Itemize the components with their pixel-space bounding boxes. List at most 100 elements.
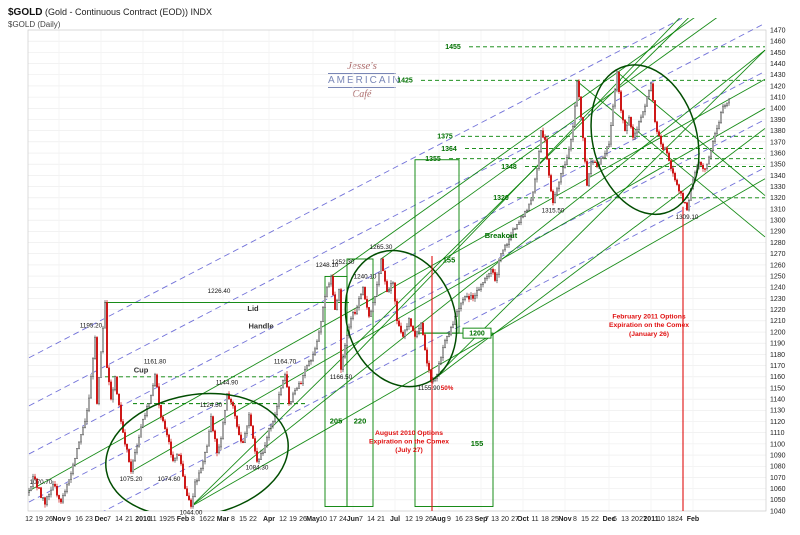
- candle-body: [306, 365, 308, 370]
- candle-body: [608, 143, 610, 148]
- y-axis-label: 1210: [770, 318, 786, 325]
- y-axis-label: 1280: [770, 240, 786, 247]
- candle-body: [666, 147, 668, 154]
- candle-body: [398, 320, 400, 327]
- pattern-note-handle: Handle: [248, 322, 273, 331]
- candle-body: [104, 302, 106, 329]
- price-label: 1265.30: [370, 244, 393, 251]
- candle-body: [184, 476, 186, 489]
- candle-body: [100, 351, 102, 378]
- candle-body: [520, 216, 522, 223]
- candle-body: [282, 380, 284, 389]
- candle-body: [344, 345, 346, 358]
- candle-body: [138, 436, 140, 447]
- candle-body: [38, 487, 40, 489]
- candle-body: [218, 446, 220, 454]
- candle-body: [646, 96, 648, 107]
- candle-body: [464, 296, 466, 300]
- green-trendline: [190, 178, 766, 507]
- blue-dashed-trendline: [103, 167, 766, 511]
- candle-body: [114, 376, 116, 391]
- candle-body: [524, 210, 526, 217]
- x-axis-label: May: [306, 516, 320, 523]
- x-axis-label: 2011: [643, 516, 658, 523]
- x-axis-label: Feb: [687, 516, 699, 523]
- price-label: 1166.50: [330, 374, 353, 381]
- y-axis-label: 1050: [770, 497, 786, 504]
- candle-body: [610, 125, 612, 145]
- candle-body: [448, 334, 450, 337]
- candle-body: [590, 161, 592, 174]
- x-axis-label: 9: [447, 516, 451, 523]
- price-label: 1248.10: [316, 262, 339, 269]
- candle-body: [132, 460, 134, 472]
- candle-body: [146, 406, 148, 416]
- x-axis-label: 18: [667, 516, 675, 523]
- candle-body: [654, 100, 656, 122]
- candle-body: [490, 269, 492, 274]
- candle-body: [42, 497, 44, 499]
- candle-body: [312, 354, 314, 361]
- candle-body: [78, 441, 80, 449]
- candle-body: [518, 222, 520, 225]
- x-axis-label: 22: [207, 516, 215, 523]
- candle-body: [586, 161, 588, 186]
- price-label: 1240.10: [354, 273, 377, 280]
- candle-body: [278, 394, 280, 407]
- candle-body: [194, 481, 196, 497]
- options-expiration-note: February 2011 Options: [612, 314, 686, 321]
- candle-body: [308, 360, 310, 366]
- candle-body: [544, 137, 546, 140]
- candle-body: [636, 129, 638, 134]
- candle-body: [602, 157, 604, 159]
- candle-body: [572, 125, 574, 140]
- candle-body: [284, 374, 286, 381]
- y-axis-label: 1370: [770, 139, 786, 146]
- candle-body: [34, 476, 36, 480]
- y-axis-label: 1340: [770, 173, 786, 180]
- pattern-note-lid: Lid: [247, 304, 259, 313]
- candle-body: [570, 138, 572, 150]
- candle-body: [574, 105, 576, 127]
- x-axis-label: Dec: [95, 516, 108, 523]
- y-axis-label: 1240: [770, 285, 786, 292]
- candle-body: [622, 110, 624, 121]
- x-axis-label: 2010: [135, 516, 151, 523]
- y-axis-label: 1100: [770, 441, 785, 448]
- candle-body: [188, 495, 190, 501]
- candle-body: [594, 161, 596, 163]
- candle-body: [568, 148, 570, 158]
- candle-body: [712, 140, 714, 152]
- candle-body: [410, 318, 412, 327]
- price-label: 1144.90: [216, 380, 239, 387]
- candle-body: [444, 340, 446, 348]
- candle-body: [394, 282, 396, 302]
- candle-body: [152, 385, 154, 396]
- candle-body: [112, 389, 114, 400]
- candle-body: [74, 458, 76, 466]
- candle-body: [272, 421, 274, 427]
- candle-body: [564, 164, 566, 168]
- candle-body: [234, 405, 236, 417]
- y-axis-label: 1300: [770, 218, 786, 225]
- candle-body: [134, 451, 136, 462]
- y-axis-label: 1260: [770, 262, 786, 269]
- candle-body: [382, 258, 384, 272]
- x-axis-label: 26: [45, 516, 53, 523]
- y-axis-label: 1140: [770, 397, 785, 404]
- candle-body: [228, 393, 230, 400]
- candle-body: [242, 441, 244, 443]
- candle-body: [438, 362, 440, 375]
- candle-body: [428, 362, 430, 371]
- x-axis-label: 27: [511, 516, 519, 523]
- candle-body: [190, 499, 192, 507]
- candle-body: [468, 296, 470, 300]
- candle-body: [252, 425, 254, 439]
- candle-body: [638, 121, 640, 130]
- candle-body: [92, 358, 94, 377]
- x-axis-label: 16: [75, 516, 83, 523]
- candle-body: [182, 463, 184, 477]
- candle-body: [200, 468, 202, 474]
- candle-body: [286, 374, 288, 388]
- x-axis-label: 25: [551, 516, 559, 523]
